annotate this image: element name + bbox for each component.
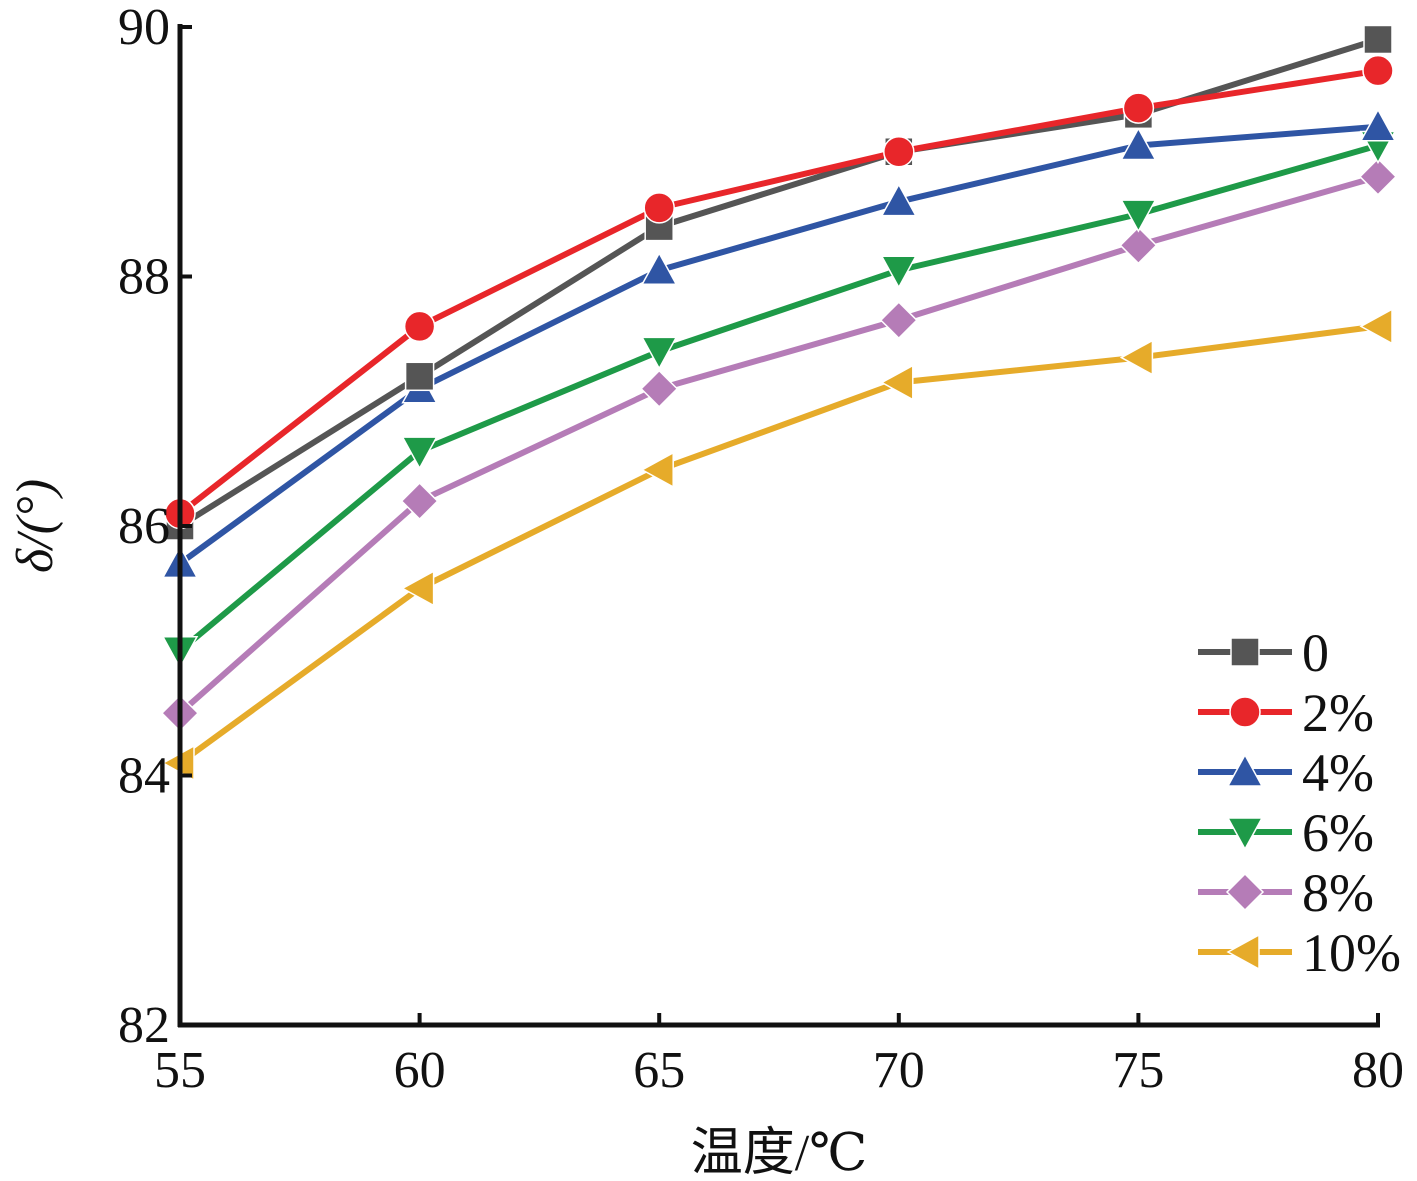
x-axis-ticks: 55 60 65 70 75 80 bbox=[154, 1013, 1404, 1099]
y-axis-ticks: 82 84 86 88 90 bbox=[118, 0, 192, 1054]
legend-label: 2% bbox=[1302, 683, 1374, 743]
data-point bbox=[880, 364, 914, 401]
x-tick-label: 60 bbox=[394, 1042, 446, 1099]
legend-marker bbox=[1230, 637, 1260, 667]
data-point bbox=[640, 369, 679, 408]
y-tick-label: 84 bbox=[118, 748, 170, 805]
x-tick-label: 80 bbox=[1352, 1042, 1404, 1099]
data-point bbox=[1358, 157, 1398, 196]
y-tick-label: 88 bbox=[118, 249, 170, 306]
data-point bbox=[883, 136, 915, 168]
series-line-2 bbox=[178, 123, 1379, 566]
data-point bbox=[403, 310, 436, 343]
data-point bbox=[880, 183, 918, 217]
legend-label: 4% bbox=[1302, 743, 1374, 803]
x-tick-label: 75 bbox=[1112, 1042, 1164, 1099]
legend-label: 0 bbox=[1302, 623, 1329, 683]
series-markers bbox=[160, 24, 1398, 782]
x-axis-label: 温度/℃ bbox=[691, 1125, 868, 1181]
series-line-1 bbox=[178, 67, 1379, 516]
series-line-0 bbox=[178, 36, 1379, 529]
axes bbox=[177, 24, 1380, 1028]
data-point bbox=[640, 451, 674, 489]
series-line-3 bbox=[178, 142, 1379, 654]
data-point bbox=[1119, 339, 1154, 376]
data-point bbox=[640, 336, 678, 370]
data-point bbox=[640, 251, 678, 286]
data-point bbox=[879, 301, 918, 340]
data-point bbox=[1120, 199, 1157, 233]
x-tick-label: 55 bbox=[154, 1042, 206, 1099]
y-tick-label: 86 bbox=[118, 498, 170, 555]
series-line-5 bbox=[178, 323, 1379, 766]
legend-marker bbox=[1226, 817, 1264, 851]
legend-marker bbox=[1226, 753, 1264, 787]
data-point bbox=[404, 361, 435, 392]
data-point bbox=[400, 481, 439, 521]
data-point bbox=[643, 192, 675, 224]
legend-label: 8% bbox=[1302, 863, 1374, 923]
data-point bbox=[1119, 226, 1158, 265]
legend: 02%4%6%8%10% bbox=[1198, 623, 1401, 983]
y-axis-label: δ/(°) bbox=[7, 479, 64, 573]
data-point bbox=[1122, 92, 1155, 124]
legend-marker bbox=[1226, 933, 1260, 971]
data-point bbox=[401, 436, 438, 470]
series-lines bbox=[178, 36, 1379, 766]
legend-marker bbox=[1229, 696, 1261, 728]
data-point bbox=[880, 255, 918, 289]
data-point bbox=[401, 570, 435, 607]
data-point bbox=[1359, 108, 1397, 142]
legend-label: 10% bbox=[1302, 923, 1401, 983]
data-point bbox=[1120, 126, 1157, 161]
legend-label: 6% bbox=[1302, 803, 1374, 863]
data-point bbox=[1359, 308, 1393, 345]
legend-marker bbox=[1225, 872, 1265, 912]
series-line-4 bbox=[178, 173, 1379, 716]
x-tick-label: 70 bbox=[873, 1042, 925, 1099]
data-point bbox=[1363, 24, 1393, 55]
y-tick-label: 82 bbox=[118, 997, 170, 1054]
data-point bbox=[1362, 54, 1394, 87]
x-tick-label: 65 bbox=[633, 1042, 685, 1099]
y-tick-label: 90 bbox=[118, 0, 170, 56]
